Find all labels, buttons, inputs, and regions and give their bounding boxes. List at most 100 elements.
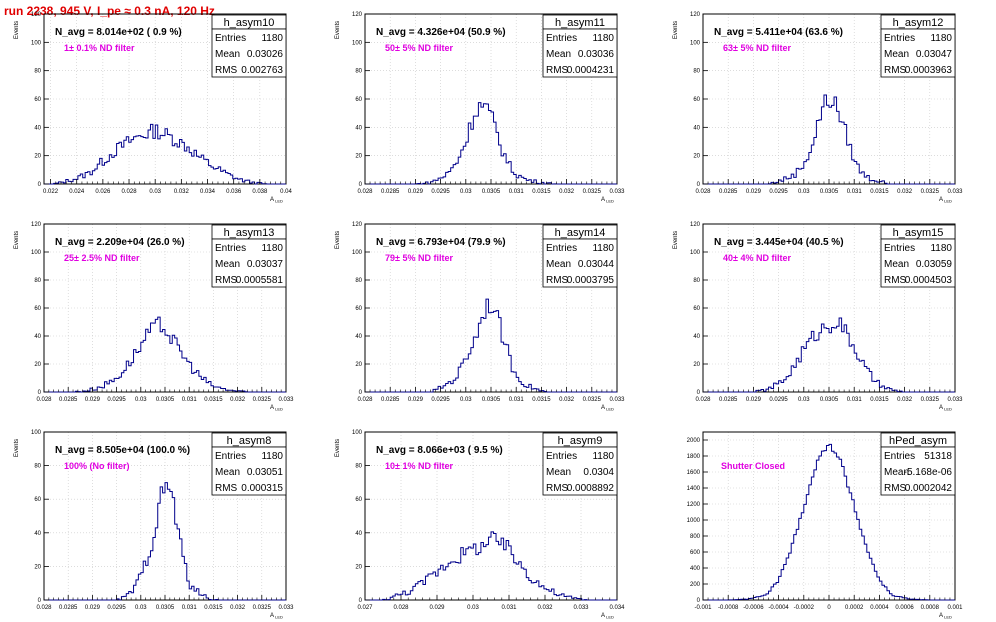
y-tick-label: 20 [693,154,700,160]
stats-key: Entries [546,33,577,44]
stats-value: 0.0003795 [567,275,615,286]
y-tick-label: 120 [352,12,363,18]
stats-value: 1180 [930,243,952,254]
y-axis-title: Events [335,231,341,249]
x-tick-label: 0.029 [746,189,762,195]
stats-value: 0.03026 [247,49,284,60]
navg-label: N_avg = 8.014e+02 ( 0.9 %) [55,27,182,38]
filter-label: 25± 2.5% ND filter [64,253,140,263]
histogram-panel-h_asym8: 0.028 0.0285 0.029 0.0295 0.03 0.0305 0.031 0.0… [14,430,294,620]
y-tick-label: 40 [34,125,41,131]
x-tick-label: 0.03 [149,189,161,195]
x-tick-label: 0.0285 [59,397,78,403]
stats-box [211,238,287,288]
stats-key: Mean [546,259,571,270]
stats-value: 0.03047 [916,49,953,60]
x-tick-label: 0.028 [695,189,711,195]
x-tick-label: 0.033 [947,397,963,403]
x-tick-label: 0.032 [897,397,913,403]
y-tick-label: 80 [355,278,362,284]
x-tick-label: 0.0325 [253,397,272,403]
x-tick-label: 0.034 [609,605,625,611]
x-tick-label: 0.0315 [870,397,889,403]
x-tick-label: 0.0006 [895,605,914,611]
stats-value: 0.0304 [583,467,614,478]
histogram-name: h_asym10 [224,17,275,29]
stats-key: Entries [884,243,915,254]
stats-box [880,446,956,496]
stats-value: 1180 [930,33,952,44]
x-tick-label: 0.033 [278,397,294,403]
histogram-series-h_asym10 [44,123,286,185]
y-tick-label: 100 [352,250,363,256]
y-tick-label: 60 [34,306,41,312]
x-tick-label: 0.0325 [921,397,940,403]
x-axis-title: A LED [601,405,614,412]
x-tick-label: 0.0315 [532,189,551,195]
x-tick-label: 0.033 [278,605,294,611]
stats-key: Mean [884,259,909,270]
x-tick-label: 0.0325 [253,605,272,611]
y-axis-title: Events [14,439,20,457]
x-tick-label: 0.031 [509,397,525,403]
x-tick-label: 0.03 [467,605,479,611]
stats-key: RMS [884,65,907,76]
y-tick-label: 100 [31,430,42,436]
stats-box [542,446,618,496]
y-tick-label: 40 [34,531,41,537]
y-tick-label: 0 [359,182,363,188]
y-tick-label: 200 [690,582,701,588]
x-tick-label: 0.028 [393,605,409,611]
stats-key: RMS [884,275,907,286]
navg-label: N_avg = 2.209e+04 (26.0 %) [55,237,185,248]
x-tick-label: 0.031 [182,605,198,611]
x-tick-label: 0.032 [559,189,575,195]
x-tick-label: 0.029 [408,397,424,403]
y-tick-label: 120 [31,222,42,228]
x-tick-label: 0.0315 [870,189,889,195]
x-axis-title: A LED [939,613,952,620]
x-tick-label: 0.036 [226,189,242,195]
x-tick-label: 0.031 [509,189,525,195]
filter-label: 100% (No filter) [64,461,130,471]
y-tick-label: 0 [38,598,42,604]
y-tick-label: 100 [690,250,701,256]
y-tick-label: 80 [355,69,362,75]
stats-box [542,238,618,288]
stats-value: 0.03051 [247,467,284,478]
stats-value: 1180 [261,243,283,254]
x-tick-label: 0.032 [537,605,553,611]
x-tick-label: 0.03 [460,189,472,195]
x-tick-label: 0.029 [85,397,101,403]
histogram-series-h_asym9 [365,531,617,601]
y-tick-label: 1200 [687,502,701,508]
x-tick-label: 0.001 [947,605,963,611]
filter-label: 63± 5% ND filter [723,43,791,53]
x-tick-label: 0.0002 [845,605,864,611]
histogram-name: h_asym12 [893,17,944,29]
x-tick-label: 0.024 [69,189,85,195]
x-axis-title: A LED [601,197,614,204]
stats-value: 0.03037 [247,259,284,270]
stats-value: 1180 [261,33,283,44]
x-tick-label: 0.0295 [107,397,126,403]
y-tick-label: 100 [690,40,701,46]
y-tick-label: 40 [355,531,362,537]
y-tick-label: 20 [355,154,362,160]
y-tick-label: 1600 [687,470,701,476]
x-tick-label: 0.0305 [820,397,839,403]
x-axis-title: A LED [270,613,283,620]
stats-box [880,238,956,288]
filter-label: 50± 5% ND filter [385,43,453,53]
x-axis-title: A LED [270,405,283,412]
y-tick-label: 40 [34,334,41,340]
stats-key: Mean [546,49,571,60]
navg-label: N_avg = 6.793e+04 (79.9 %) [376,237,506,248]
y-tick-label: 80 [693,69,700,75]
histogram-panel-h_asym12: 0.028 0.0285 0.029 0.0295 0.03 0.0305 0.031 0.0… [673,12,963,204]
x-tick-label: 0.0285 [719,397,738,403]
x-tick-label: 0.033 [573,605,589,611]
stats-value: 0.0004503 [905,275,953,286]
y-axis-title: Events [14,231,20,249]
stats-box [542,28,618,78]
